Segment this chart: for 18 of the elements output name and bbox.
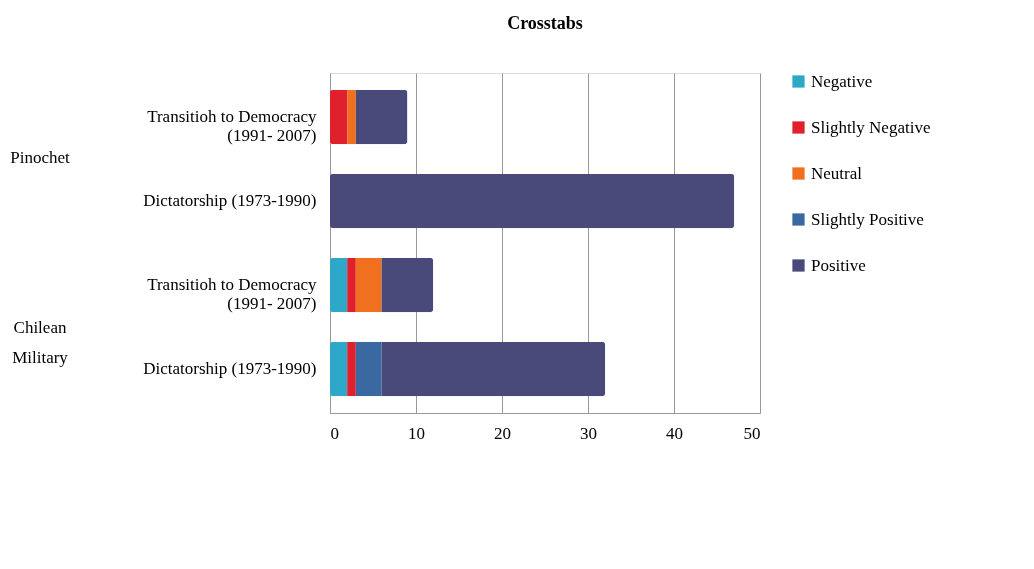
- x-tick-label: 10: [408, 423, 425, 443]
- legend-label: Positive: [811, 255, 866, 275]
- legend-label: Slightly Negative: [811, 117, 931, 137]
- y-tick-label: Transitioh to Democracy (1991- 2007): [147, 274, 317, 313]
- x-tick-label: 0: [330, 423, 339, 443]
- legend-label: Neutral: [811, 163, 863, 183]
- chart-title: Crosstabs: [507, 13, 583, 33]
- x-tick-label: 30: [580, 423, 597, 443]
- text: Pinochet: [10, 148, 71, 167]
- x-tick-label: 50: [743, 423, 761, 443]
- legend-label: Slightly Positive: [811, 209, 924, 229]
- y-tick-label: Transitioh to Democracy (1991- 2007): [147, 107, 317, 146]
- legend-label: Negative: [811, 71, 873, 91]
- x-tick-label: 20: [494, 423, 511, 443]
- y-tick-label: Dictatorship (1973-1990): [143, 358, 317, 378]
- text: Chilean Military: [12, 318, 69, 367]
- x-tick-label: 40: [666, 423, 683, 443]
- y-tick-label: Dictatorship (1973-1990): [143, 191, 317, 211]
